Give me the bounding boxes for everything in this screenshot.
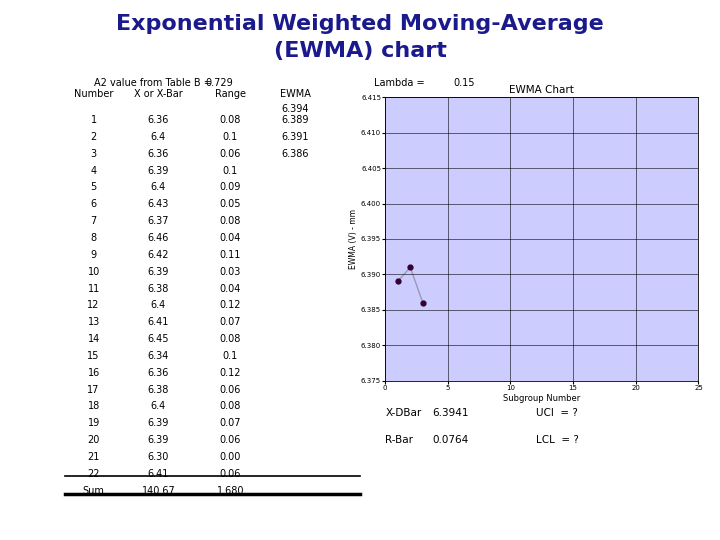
- Text: 6.38: 6.38: [148, 384, 169, 395]
- Text: 0.03: 0.03: [220, 267, 241, 276]
- Text: R-Bar: R-Bar: [385, 435, 413, 445]
- Text: 6.4: 6.4: [150, 132, 166, 142]
- Text: 6.391: 6.391: [282, 132, 309, 142]
- Text: LCL  = ?: LCL = ?: [536, 435, 580, 445]
- Text: 0.1: 0.1: [222, 132, 238, 142]
- Text: 5: 5: [91, 183, 96, 192]
- Text: 6.43: 6.43: [148, 199, 169, 210]
- Text: 6.389: 6.389: [282, 115, 309, 125]
- Text: 6.36: 6.36: [148, 148, 169, 159]
- Text: 140.67: 140.67: [142, 485, 175, 496]
- Text: Sum: Sum: [83, 485, 104, 496]
- Text: 0.729: 0.729: [205, 78, 233, 89]
- Text: 0.08: 0.08: [220, 115, 241, 125]
- Text: 14: 14: [87, 334, 100, 344]
- Text: 6.36: 6.36: [148, 368, 169, 378]
- Text: 6.39: 6.39: [148, 418, 169, 428]
- Text: (EWMA) chart: (EWMA) chart: [274, 40, 446, 60]
- Text: A2 value from Table B =: A2 value from Table B =: [94, 78, 212, 89]
- Text: 2: 2: [91, 132, 96, 142]
- Text: X or X-Bar: X or X-Bar: [134, 89, 183, 99]
- Text: 6.41: 6.41: [148, 469, 169, 479]
- X-axis label: Subgroup Number: Subgroup Number: [503, 394, 580, 403]
- Text: 6.30: 6.30: [148, 452, 169, 462]
- Text: 0.12: 0.12: [220, 368, 241, 378]
- Text: UCI  = ?: UCI = ?: [536, 408, 578, 418]
- Text: 17: 17: [87, 384, 100, 395]
- Text: 0.12: 0.12: [220, 300, 241, 310]
- Text: 6.42: 6.42: [148, 250, 169, 260]
- Text: 0.09: 0.09: [220, 183, 241, 192]
- Text: 0.04: 0.04: [220, 233, 241, 243]
- Text: 3: 3: [91, 148, 96, 159]
- Title: EWMA Chart: EWMA Chart: [509, 85, 575, 95]
- Text: 1: 1: [91, 115, 96, 125]
- Text: 0.0764: 0.0764: [432, 435, 468, 445]
- Text: Exponential Weighted Moving-Average: Exponential Weighted Moving-Average: [116, 14, 604, 33]
- Text: 6.39: 6.39: [148, 166, 169, 176]
- Text: Number: Number: [74, 89, 113, 99]
- Text: 0.06: 0.06: [220, 384, 241, 395]
- Text: 0.05: 0.05: [220, 199, 241, 210]
- Text: 6.4: 6.4: [150, 401, 166, 411]
- Text: 6.36: 6.36: [148, 115, 169, 125]
- Text: 8: 8: [91, 233, 96, 243]
- Text: 12: 12: [87, 300, 100, 310]
- Text: 10: 10: [87, 267, 100, 276]
- Text: 0.06: 0.06: [220, 148, 241, 159]
- Text: 1.680: 1.680: [217, 485, 244, 496]
- Text: 20: 20: [87, 435, 100, 445]
- Text: Lambda =: Lambda =: [374, 78, 425, 89]
- Text: 7: 7: [91, 216, 96, 226]
- Text: 6.41: 6.41: [148, 317, 169, 327]
- Text: 11: 11: [87, 284, 100, 294]
- Text: 16: 16: [87, 368, 100, 378]
- Text: 15: 15: [87, 351, 100, 361]
- Text: 6.3941: 6.3941: [432, 408, 469, 418]
- Text: 0.07: 0.07: [220, 317, 241, 327]
- Text: 0.04: 0.04: [220, 284, 241, 294]
- Text: 6.46: 6.46: [148, 233, 169, 243]
- Text: 0.15: 0.15: [454, 78, 475, 89]
- Text: 6.4: 6.4: [150, 300, 166, 310]
- Text: 0.11: 0.11: [220, 250, 241, 260]
- Y-axis label: EWMA (V) - mm: EWMA (V) - mm: [349, 209, 358, 269]
- Text: 21: 21: [87, 452, 100, 462]
- Text: 0.08: 0.08: [220, 216, 241, 226]
- Text: 0.08: 0.08: [220, 334, 241, 344]
- Text: Range: Range: [215, 89, 246, 99]
- Text: 13: 13: [87, 317, 100, 327]
- Text: 0.06: 0.06: [220, 469, 241, 479]
- Text: 6: 6: [91, 199, 96, 210]
- Text: 0.07: 0.07: [220, 418, 241, 428]
- Text: 4: 4: [91, 166, 96, 176]
- Text: 6.38: 6.38: [148, 284, 169, 294]
- Text: EWMA: EWMA: [280, 89, 310, 99]
- Text: 6.386: 6.386: [282, 148, 309, 159]
- Text: 6.39: 6.39: [148, 435, 169, 445]
- Text: 6.394: 6.394: [282, 104, 309, 114]
- Text: 6.39: 6.39: [148, 267, 169, 276]
- Text: 18: 18: [87, 401, 100, 411]
- Text: 6.34: 6.34: [148, 351, 169, 361]
- Text: 0.06: 0.06: [220, 435, 241, 445]
- Text: 6.45: 6.45: [148, 334, 169, 344]
- Text: 6.4: 6.4: [150, 183, 166, 192]
- Text: 0.1: 0.1: [222, 351, 238, 361]
- Text: X-DBar: X-DBar: [385, 408, 421, 418]
- Text: 0.08: 0.08: [220, 401, 241, 411]
- Text: 9: 9: [91, 250, 96, 260]
- Text: 0.00: 0.00: [220, 452, 241, 462]
- Text: 6.37: 6.37: [148, 216, 169, 226]
- Text: 22: 22: [87, 469, 100, 479]
- Text: 19: 19: [87, 418, 100, 428]
- Text: 0.1: 0.1: [222, 166, 238, 176]
